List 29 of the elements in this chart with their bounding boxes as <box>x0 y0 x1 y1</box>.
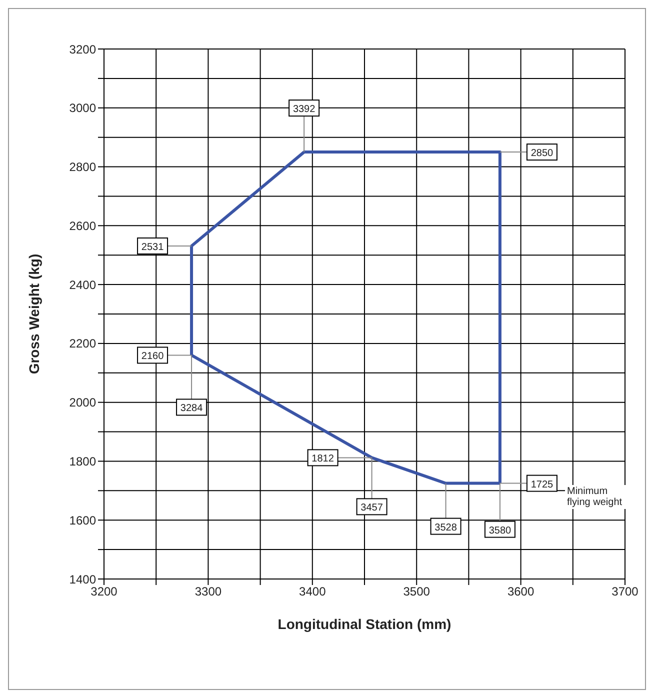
annotation: 1812 <box>312 454 334 465</box>
y-tick-label: 2800 <box>69 160 96 174</box>
y-tick-label: 2600 <box>69 218 96 233</box>
x-tick-label: 3600 <box>507 584 534 599</box>
y-tick-label: 2400 <box>69 278 96 292</box>
x-tick-label: 3300 <box>194 584 222 599</box>
x-tick-label: 3700 <box>612 584 639 599</box>
annotation: 2531 <box>141 242 164 253</box>
annotation: 3580 <box>488 525 512 536</box>
x-tick-label: 3500 <box>403 584 430 599</box>
annotation: 3528 <box>434 522 458 534</box>
annotation: 2160 <box>141 351 164 362</box>
y-tick-label: 3000 <box>69 101 96 116</box>
annotation: 3284 <box>180 403 204 414</box>
y-tick-label: 3200 <box>69 42 96 56</box>
annotation: 3392 <box>292 104 316 116</box>
y-tick-label: 2000 <box>69 396 96 410</box>
y-tick-label: 1600 <box>69 513 96 528</box>
x-axis-title: Longitudinal Station (mm) <box>278 616 452 632</box>
annotation: 2850 <box>530 148 554 160</box>
annotation: 3457 <box>360 502 384 514</box>
x-tick-label: 3400 <box>299 584 326 599</box>
y-tick-label: 1400 <box>69 572 96 586</box>
annotation: Minimum flying weight <box>565 485 631 509</box>
y-axis-title: Gross Weight (kg) <box>26 254 42 374</box>
y-tick-label: 1800 <box>69 454 96 468</box>
y-tick-label: 2200 <box>69 336 96 351</box>
annotation: 1725 <box>530 479 554 490</box>
x-tick-label: 3200 <box>90 584 118 599</box>
